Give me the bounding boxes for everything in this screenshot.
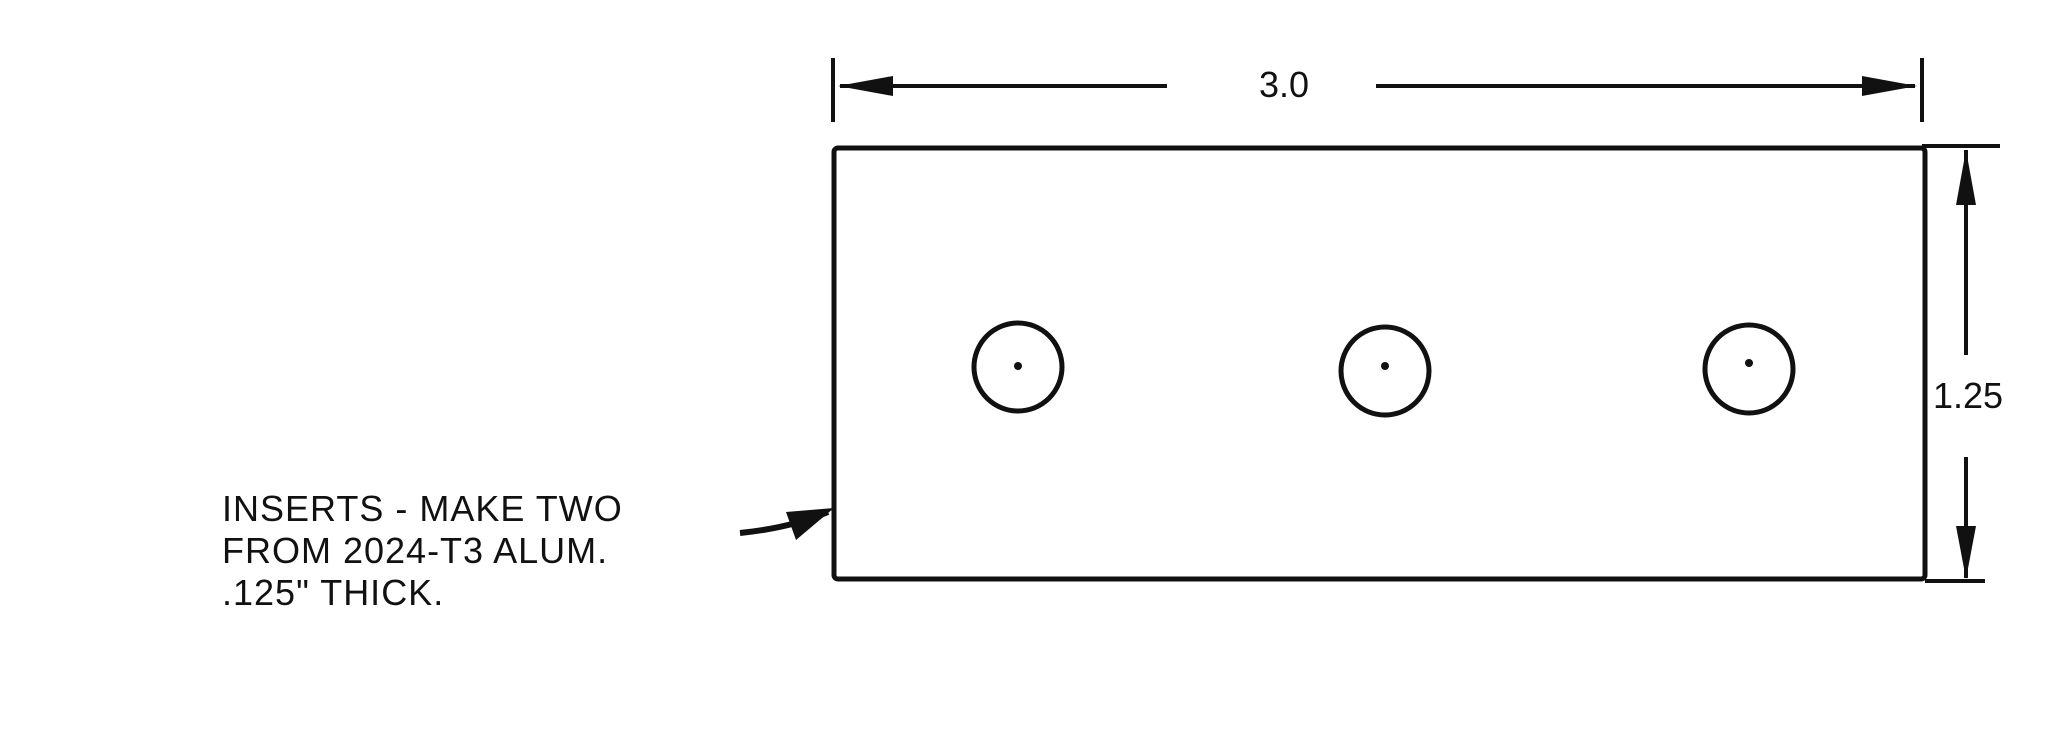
note-line-2: FROM 2024-T3 ALUM. (222, 530, 608, 571)
height-arrowhead-bottom (1956, 526, 1976, 579)
note-line-1: INSERTS - MAKE TWO (222, 488, 623, 529)
height-dimension-label: 1.25 (1933, 375, 2003, 416)
holes (971, 320, 1796, 418)
hole-left-center-mark (1014, 362, 1022, 370)
note-line-3: .125" THICK. (222, 572, 444, 613)
plate-outline (831, 145, 1928, 582)
hole-middle (1338, 324, 1432, 418)
hole-middle-center-mark (1381, 362, 1389, 370)
hole-right-center-mark (1745, 359, 1753, 367)
hole-left (971, 320, 1065, 414)
width-arrowhead-left (838, 76, 893, 96)
height-arrowhead-top (1956, 150, 1976, 205)
note-leader-arrowhead (786, 508, 834, 540)
width-dimension-label: 3.0 (1259, 64, 1309, 105)
width-arrowhead-right (1862, 76, 1917, 96)
hole-right (1702, 322, 1796, 416)
